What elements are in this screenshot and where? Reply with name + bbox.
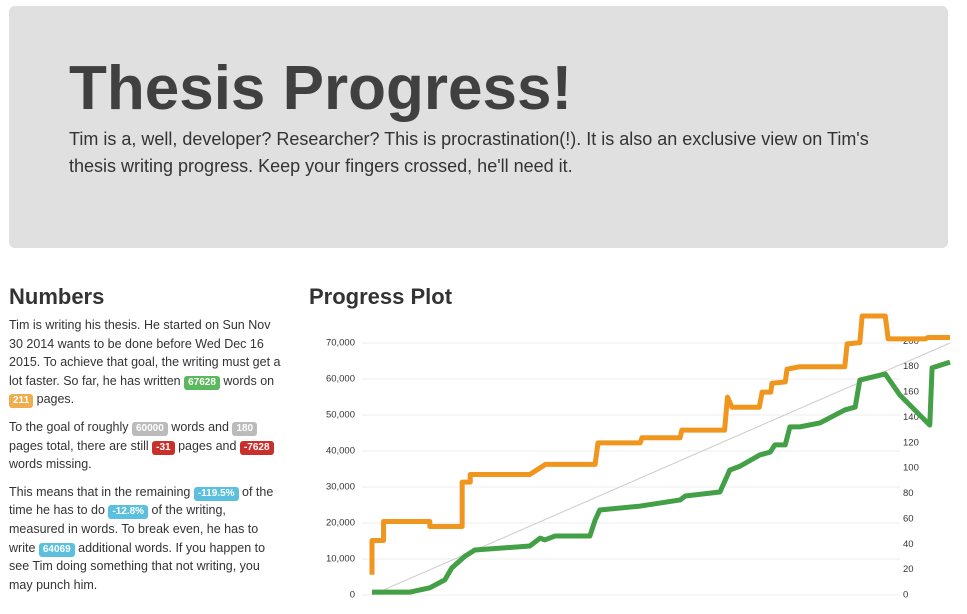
series-line — [369, 313, 950, 575]
text: pages and — [174, 438, 240, 453]
y-tick-label: 10,000 — [326, 554, 355, 565]
paragraph: Tim is writing his thesis. He started on… — [9, 316, 284, 409]
y-tick-label: 30,000 — [326, 482, 355, 493]
text: pages total, there are still — [9, 438, 153, 453]
numbers-heading: Numbers — [9, 284, 105, 309]
badge: 60000 — [132, 421, 168, 436]
y-tick-label: 20,000 — [326, 518, 355, 529]
header: Thesis Progress! Tim is a, well, develop… — [9, 6, 948, 248]
badge: 67628 — [184, 375, 220, 390]
badge: -12.8% — [108, 505, 149, 520]
y2-tick-label: 40 — [903, 539, 914, 550]
y2-tick-label: 180 — [903, 361, 919, 372]
y2-tick-label: 80 — [903, 488, 914, 499]
y-tick-label: 50,000 — [326, 410, 355, 421]
y2-tick-label: 100 — [903, 463, 919, 474]
plot-heading: Progress Plot — [309, 284, 453, 309]
text: words missing. — [9, 457, 92, 472]
y2-tick-label: 200 — [903, 336, 919, 347]
text: This means that in the remaining — [9, 484, 194, 499]
paragraph: This means that in the remaining -119.5%… — [9, 483, 284, 595]
series-line — [372, 359, 951, 595]
y2-tick-label: 20 — [903, 564, 914, 575]
numbers: Numbers Tim is writing his thesis. He st… — [9, 284, 284, 603]
badge: 64069 — [38, 542, 75, 557]
paragraph: To the goal of roughly 60000 words and 1… — [9, 418, 284, 474]
text: words on — [219, 373, 275, 388]
text: additional words. If you happen to see T… — [9, 540, 266, 592]
badge: -31 — [152, 440, 175, 455]
text: pages. — [33, 392, 75, 407]
y-tick-label: 60,000 — [326, 374, 355, 385]
y2-tick-label: 160 — [903, 387, 919, 398]
intro: Tim is a, well, developer? Researcher? T… — [69, 129, 869, 176]
y-tick-label: 70,000 — [326, 338, 355, 349]
badge: 211 — [9, 394, 34, 409]
y2-tick-label: 0 — [903, 590, 908, 601]
y2-tick-label: 140 — [903, 412, 919, 423]
badge: 180 — [232, 421, 258, 436]
text: words and — [167, 419, 233, 434]
y2-tick-label: 60 — [903, 513, 914, 524]
y-tick-label: 40,000 — [326, 446, 355, 457]
text: of the writing, measured in words. To br… — [9, 503, 259, 555]
badge: -7628 — [239, 440, 274, 455]
title: Thesis Progress! — [69, 54, 573, 123]
text: To the goal of roughly — [9, 419, 132, 434]
text: Tim is writing his thesis. He started on… — [9, 318, 281, 388]
y-tick-label: 0 — [350, 590, 355, 601]
y2-tick-label: 120 — [903, 437, 919, 448]
text: of the time he has to do — [9, 484, 274, 518]
badge: -119.5% — [193, 486, 239, 501]
